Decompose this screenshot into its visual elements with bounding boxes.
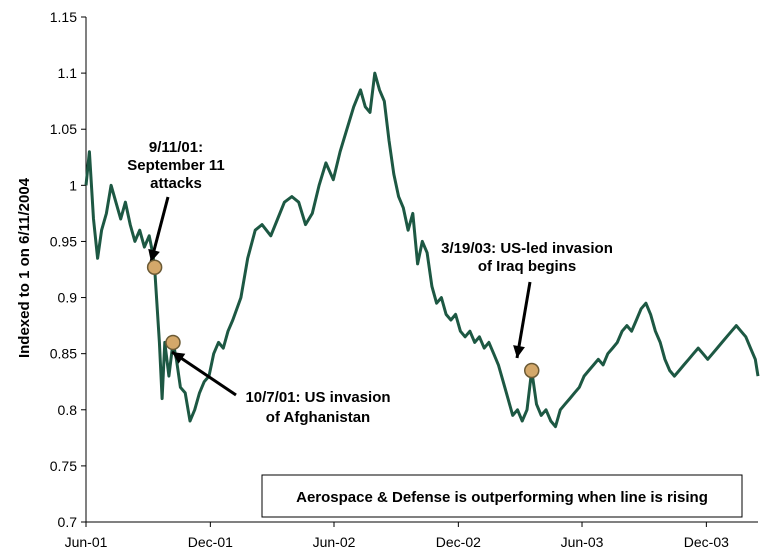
x-axis: Jun-01 Dec-01 Jun-02 Dec-02 Jun-03 Dec-03 bbox=[65, 522, 729, 550]
y-tick-label: 1.05 bbox=[50, 121, 77, 137]
event-marker bbox=[146, 259, 163, 276]
y-tick-label: 0.75 bbox=[50, 458, 77, 474]
y-axis-title: Indexed to 1 on 6/11/2004 bbox=[16, 177, 33, 358]
y-tick-label: 0.9 bbox=[58, 290, 78, 306]
annotation-text: of Iraq begins bbox=[478, 258, 576, 275]
y-axis: 0.7 0.75 0.8 0.85 0.9 0.95 1 1.05 1.1 1.15 bbox=[50, 9, 86, 530]
x-tick-label: Jun-03 bbox=[561, 534, 604, 550]
annotation-text: 10/7/01: US invasion bbox=[245, 389, 390, 406]
y-tick-label: 1.1 bbox=[58, 65, 78, 81]
note-text: Aerospace & Defense is outperforming whe… bbox=[296, 489, 708, 506]
event-marker bbox=[165, 334, 181, 351]
annotation-arrowhead bbox=[148, 248, 160, 262]
annotation-text: attacks bbox=[150, 175, 202, 192]
annotation-text: of Afghanistan bbox=[266, 409, 370, 426]
y-tick-label: 0.8 bbox=[58, 402, 78, 418]
event-marker bbox=[523, 362, 540, 379]
series-line bbox=[84, 71, 760, 429]
x-tick-label: Dec-03 bbox=[684, 534, 729, 550]
annotation-arrow bbox=[515, 281, 532, 359]
series-layer bbox=[84, 71, 760, 429]
annotation-arrowhead bbox=[513, 345, 525, 358]
y-tick-label: 0.95 bbox=[50, 233, 77, 249]
annotation-arrow bbox=[171, 350, 237, 397]
x-tick-label: Dec-02 bbox=[436, 534, 481, 550]
annotation-arrowhead bbox=[172, 352, 186, 364]
annotation-text: September 11 bbox=[127, 157, 225, 174]
annotation-text: 9/11/01: bbox=[149, 139, 203, 156]
y-tick-label: 0.85 bbox=[50, 346, 77, 362]
annotation-text: 3/19/03: US-led invasion bbox=[441, 240, 613, 257]
point-layer bbox=[146, 259, 540, 379]
note-box: Aerospace & Defense is outperforming whe… bbox=[261, 474, 743, 518]
x-tick-label: Jun-01 bbox=[65, 534, 108, 550]
x-tick-label: Dec-01 bbox=[188, 534, 233, 550]
y-tick-label: 1.15 bbox=[50, 9, 77, 25]
y-tick-label: 1 bbox=[69, 177, 77, 193]
y-tick-label: 0.7 bbox=[58, 514, 78, 530]
note-box-border bbox=[261, 474, 743, 518]
x-tick-label: Jun-02 bbox=[313, 534, 356, 550]
